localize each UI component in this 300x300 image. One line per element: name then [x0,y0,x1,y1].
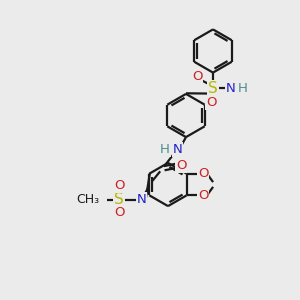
Text: N: N [226,82,235,95]
Text: H: H [238,82,248,95]
Text: O: O [198,167,208,180]
Text: S: S [114,192,124,207]
Text: O: O [114,179,124,193]
Text: N: N [173,143,182,156]
Text: O: O [176,159,187,172]
Text: O: O [114,206,124,220]
Text: O: O [198,189,208,202]
Text: H: H [160,143,170,156]
Text: O: O [206,96,217,109]
Text: N: N [137,193,146,206]
Text: CH₃: CH₃ [76,193,99,206]
Text: S: S [208,81,218,96]
Text: O: O [192,70,203,83]
